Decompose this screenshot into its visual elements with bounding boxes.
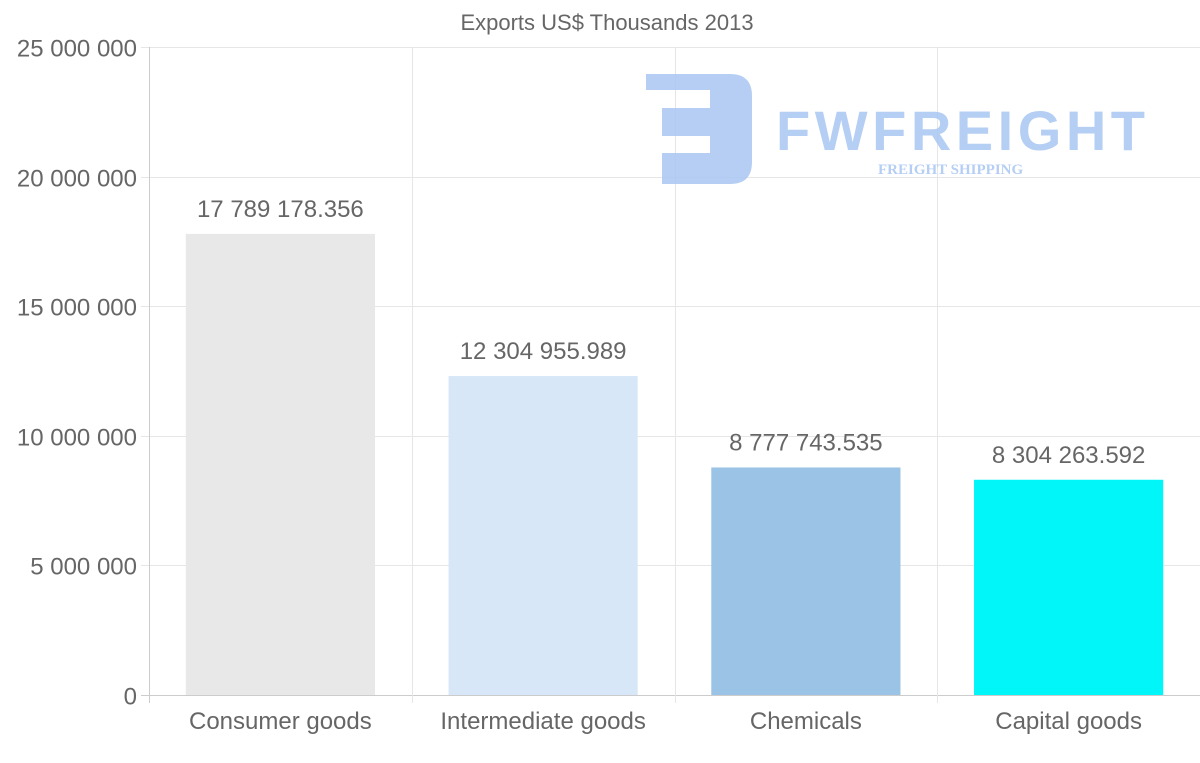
y-tick-label: 20 000 000 — [17, 166, 137, 193]
bar-intermediate-goods — [448, 376, 638, 695]
logo-mark-icon — [646, 74, 752, 184]
data-label: 8 777 743.535 — [729, 429, 882, 456]
chart-title: Exports US$ Thousands 2013 — [460, 10, 753, 35]
watermark-logo: FWFREIGHT FREIGHT SHIPPING — [646, 74, 1146, 184]
watermark-tagline: FREIGHT SHIPPING — [878, 162, 1023, 178]
y-tick-label: 15 000 000 — [17, 295, 137, 322]
watermark-brand: FWFREIGHT — [776, 99, 1146, 162]
data-label: 8 304 263.592 — [992, 442, 1145, 469]
data-label: 17 789 178.356 — [197, 196, 364, 223]
y-tick-label: 25 000 000 — [17, 36, 137, 63]
bars — [185, 233, 1164, 696]
x-tick-label: Consumer goods — [189, 708, 372, 735]
x-tick-label: Intermediate goods — [440, 708, 645, 735]
data-label: 12 304 955.989 — [460, 338, 627, 365]
bar-chemicals — [711, 467, 901, 695]
x-tick-label: Capital goods — [995, 708, 1142, 735]
bar-capital-goods — [974, 479, 1164, 695]
labels: 0 5 000 000 10 000 000 15 000 000 20 000 000… — [17, 36, 1145, 736]
y-tick-label: 10 000 000 — [17, 425, 137, 452]
bar-consumer-goods — [185, 233, 375, 696]
y-tick-label: 0 — [124, 684, 137, 711]
x-tick-label: Chemicals — [750, 708, 862, 735]
y-tick-label: 5 000 000 — [30, 554, 137, 581]
